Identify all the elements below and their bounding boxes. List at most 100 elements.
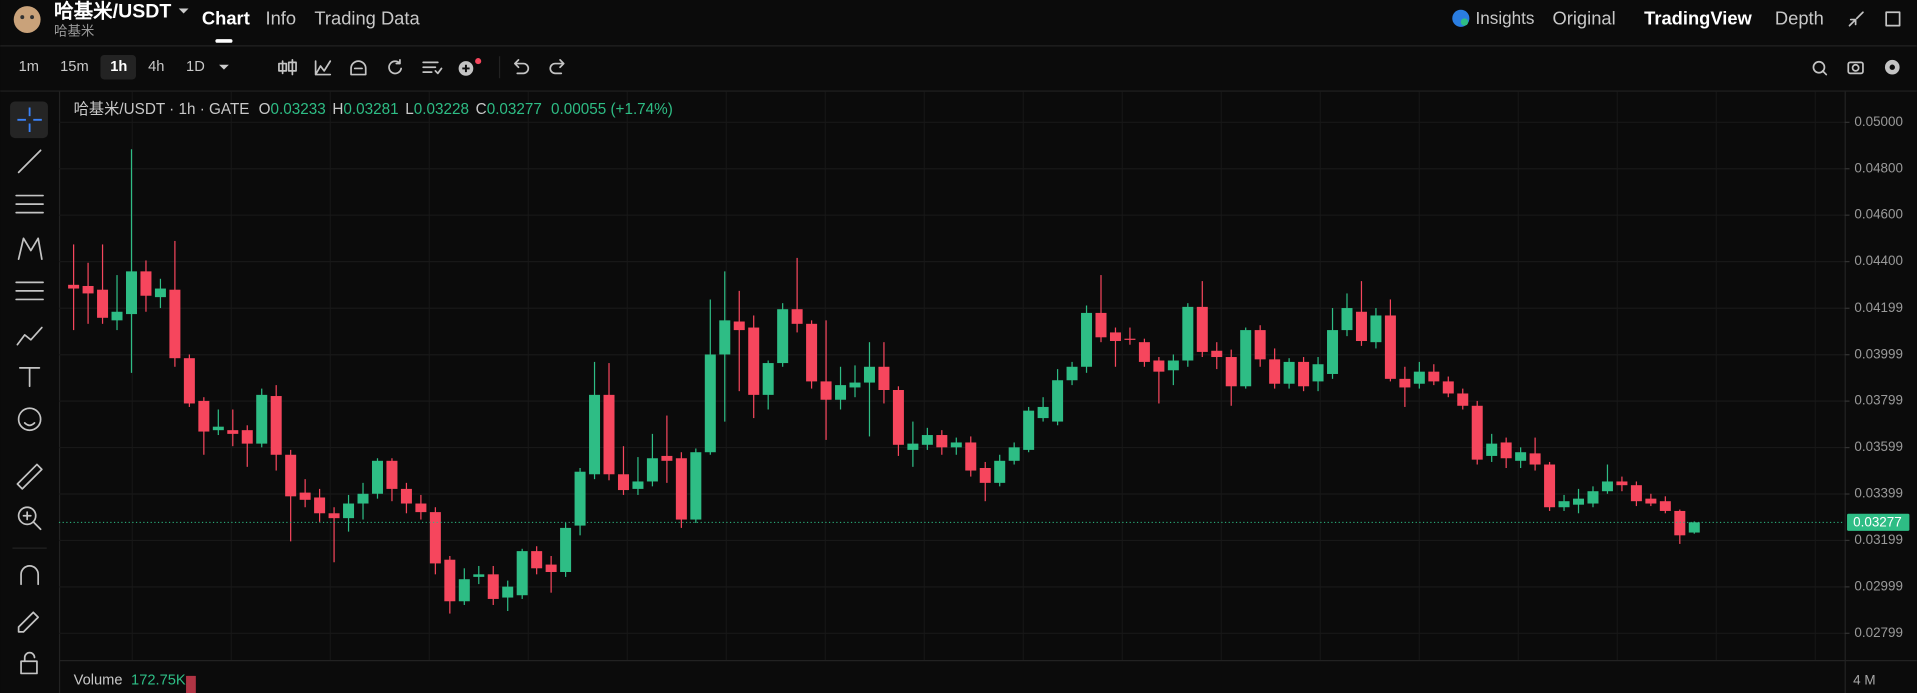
interval[interactable]: 4h bbox=[148, 59, 164, 75]
replay-icon[interactable] bbox=[388, 59, 403, 75]
volume-scale: 4 M bbox=[1853, 672, 1875, 687]
candle-body bbox=[936, 435, 948, 448]
y-tick-label: 0.04400 bbox=[1854, 253, 1903, 268]
view-option[interactable]: Insights bbox=[1476, 9, 1535, 28]
candle-body bbox=[661, 455, 673, 461]
candle-body bbox=[212, 426, 224, 431]
candle-body bbox=[603, 394, 615, 475]
legend-value: 0.03281 bbox=[343, 101, 398, 118]
indicator-icon[interactable] bbox=[314, 60, 332, 76]
candle-body bbox=[1529, 453, 1541, 465]
undo-icon[interactable] bbox=[513, 59, 530, 75]
y-tick-label: 0.04800 bbox=[1854, 160, 1903, 175]
token-avatar bbox=[13, 6, 41, 34]
interval[interactable]: 1h bbox=[110, 59, 127, 75]
view-option[interactable]: TradingView bbox=[1644, 7, 1752, 28]
candle-body bbox=[1066, 366, 1078, 381]
fib-tool[interactable] bbox=[15, 194, 44, 214]
view-option[interactable]: Depth bbox=[1775, 7, 1824, 28]
pair-dropdown[interactable] bbox=[178, 8, 189, 14]
candle-body bbox=[1659, 501, 1671, 511]
candle-body bbox=[994, 460, 1006, 483]
candle-body bbox=[343, 503, 355, 519]
zoom-tool[interactable] bbox=[17, 506, 37, 526]
zoom-tool-handle bbox=[22, 511, 42, 531]
candle-body bbox=[285, 454, 297, 497]
candle-body bbox=[878, 366, 890, 390]
candle-body bbox=[516, 551, 528, 596]
candle-body bbox=[444, 559, 456, 602]
snapshot-icon-lens bbox=[1851, 63, 1860, 72]
measure-tool[interactable] bbox=[16, 463, 43, 490]
candle-body bbox=[675, 458, 687, 520]
candle-body bbox=[270, 396, 282, 455]
candle-body bbox=[1500, 442, 1512, 459]
candle-body bbox=[1225, 357, 1237, 387]
interval[interactable]: 1D bbox=[186, 59, 205, 75]
candle-body bbox=[1269, 359, 1281, 384]
y-tick-label: 0.03999 bbox=[1854, 346, 1903, 361]
legend-label: C bbox=[476, 101, 487, 118]
search-icon[interactable] bbox=[1812, 60, 1826, 74]
candle-body bbox=[1124, 338, 1136, 340]
candle-body bbox=[806, 323, 818, 382]
candle-body bbox=[1283, 361, 1295, 384]
tab[interactable]: Trading Data bbox=[314, 7, 420, 28]
brush-tool[interactable] bbox=[16, 326, 43, 346]
settings-icon-hole bbox=[1889, 64, 1895, 70]
legend-label: H bbox=[332, 101, 343, 118]
candle-body bbox=[921, 435, 933, 445]
candle-body bbox=[1008, 447, 1020, 461]
candle-body bbox=[965, 442, 977, 471]
candle-body bbox=[704, 354, 716, 453]
candle-body bbox=[1428, 371, 1440, 382]
tab-indicator bbox=[215, 39, 233, 43]
candle-body bbox=[907, 443, 919, 450]
alert-icon[interactable] bbox=[422, 61, 443, 75]
emoji-tool-smile bbox=[23, 422, 36, 427]
candle-body bbox=[690, 452, 702, 520]
candle-body bbox=[1240, 330, 1252, 387]
candle-body bbox=[328, 513, 340, 519]
candle-body bbox=[950, 442, 962, 448]
legend-change: 0.00055 (+1.74%) bbox=[551, 101, 673, 118]
candle-body bbox=[632, 481, 644, 489]
emoji-tool[interactable] bbox=[17, 407, 42, 432]
lock-drawing-tool[interactable] bbox=[17, 611, 40, 633]
tool-selected bbox=[10, 101, 48, 139]
avatar-eye bbox=[30, 15, 35, 20]
candle-body bbox=[1645, 498, 1657, 504]
interval[interactable]: 15m bbox=[60, 59, 89, 75]
fullscreen-icon[interactable] bbox=[1885, 11, 1901, 27]
candle-body bbox=[1370, 315, 1382, 343]
crosshair-tool[interactable] bbox=[17, 107, 42, 132]
candle-body bbox=[1616, 481, 1628, 486]
snapshot-icon[interactable] bbox=[1847, 61, 1864, 75]
candle-type-icon[interactable] bbox=[278, 59, 297, 76]
interval[interactable]: 1m bbox=[19, 59, 39, 75]
lock-tool[interactable] bbox=[20, 660, 38, 675]
candle-body bbox=[863, 366, 875, 383]
candle-body bbox=[1153, 360, 1165, 372]
pattern-tool[interactable] bbox=[17, 237, 43, 260]
view-option[interactable]: Original bbox=[1553, 7, 1616, 28]
collapse-icon[interactable] bbox=[1848, 11, 1864, 27]
candle-body bbox=[1515, 452, 1527, 461]
interval-dropdown[interactable] bbox=[219, 64, 229, 70]
trend-line-tool[interactable] bbox=[17, 149, 42, 174]
candle-body bbox=[299, 492, 311, 500]
magnet-tool[interactable] bbox=[20, 565, 40, 586]
candle-body bbox=[1457, 393, 1469, 406]
pair-title[interactable]: 哈基米/USDT bbox=[54, 0, 171, 22]
volume-bar bbox=[186, 675, 196, 693]
redo-icon[interactable] bbox=[549, 59, 565, 75]
candle-body bbox=[646, 458, 658, 482]
candle-body bbox=[1081, 312, 1093, 367]
tab[interactable]: Info bbox=[266, 7, 297, 28]
text-tool[interactable] bbox=[18, 367, 41, 388]
template-icon[interactable] bbox=[350, 60, 367, 76]
tab[interactable]: Chart bbox=[202, 7, 250, 28]
candle-body bbox=[386, 460, 398, 489]
prediction-tool[interactable] bbox=[15, 281, 44, 301]
candle-body bbox=[892, 389, 904, 445]
